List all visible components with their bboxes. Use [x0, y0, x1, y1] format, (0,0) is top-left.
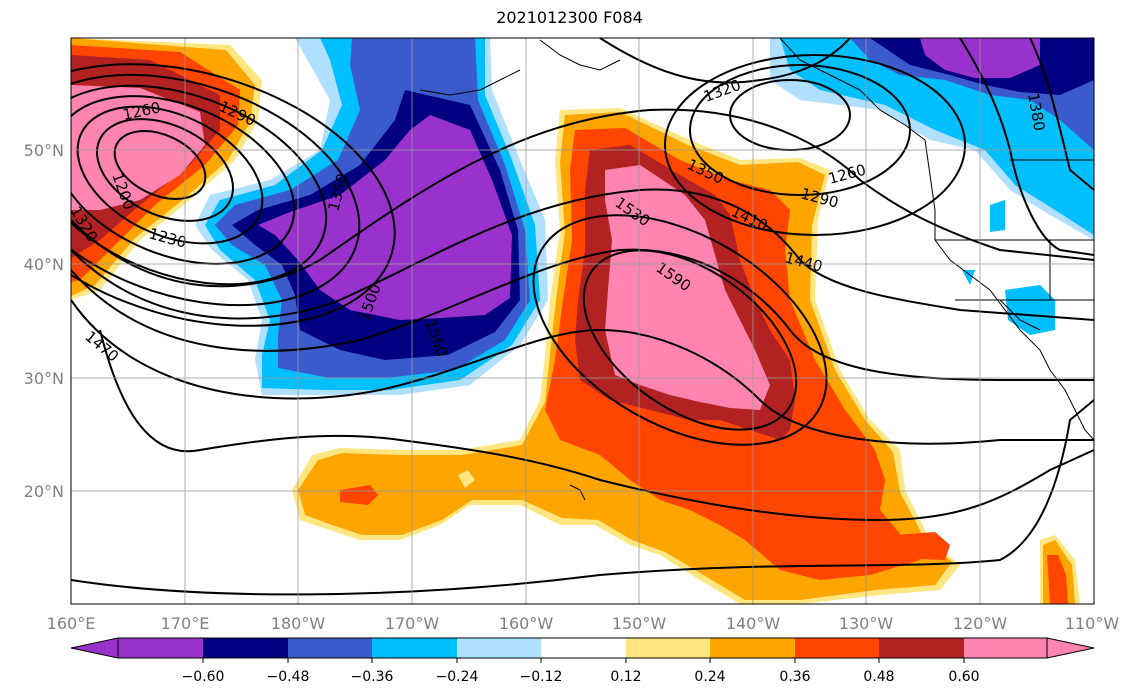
lon-label: 110°W	[1065, 614, 1120, 633]
lon-label: 160°E	[47, 614, 96, 633]
lon-label: 140°W	[726, 614, 781, 633]
lon-label: 170°W	[385, 614, 440, 633]
colorbar-tick-label: −0.24	[436, 669, 479, 685]
lon-label: 160°W	[499, 614, 554, 633]
colorbar-tick-label: −0.60	[182, 669, 225, 685]
map-title: 2021012300 F084	[496, 8, 643, 27]
colorbar: −0.60 −0.48 −0.36 −0.24 −0.12 0.12 0.24 …	[70, 637, 1095, 685]
lat-label: 40°N	[24, 255, 64, 274]
gridlines	[71, 38, 1094, 604]
colorbar-tick-label: −0.12	[520, 669, 563, 685]
colorbar-tick-label: 0.60	[948, 669, 979, 685]
lon-label: 130°W	[839, 614, 894, 633]
coastlines	[419, 38, 1094, 501]
colorbar-tick-label: 0.12	[610, 669, 641, 685]
lon-label: 150°W	[612, 614, 667, 633]
colorbar-tick-label: 0.36	[779, 669, 810, 685]
colorbar-tick-label: −0.48	[267, 669, 310, 685]
longitude-labels: 160°E 170°E 180°W 170°W 160°W 150°W 140°…	[47, 614, 1120, 633]
cold-anomaly-northeast	[770, 38, 1094, 335]
colorbar-tick-label: −0.36	[351, 669, 394, 685]
map-frame	[70, 37, 1095, 605]
colorbar-extend-low	[70, 637, 119, 659]
cold-anomaly-central	[195, 38, 548, 395]
colorbar-extend-high	[1046, 637, 1095, 659]
lat-label: 20°N	[24, 482, 64, 501]
height-contours	[71, 38, 1094, 596]
lon-label: 180°W	[271, 614, 326, 633]
lat-label: 30°N	[24, 369, 64, 388]
latitude-labels: 50°N 40°N 30°N 20°N	[24, 141, 64, 501]
colorbar-tick-label: 0.24	[694, 669, 725, 685]
lon-label: 170°E	[161, 614, 210, 633]
colorbar-tick-label: 0.48	[863, 669, 894, 685]
lat-label: 50°N	[24, 141, 64, 160]
lon-label: 120°W	[953, 614, 1008, 633]
